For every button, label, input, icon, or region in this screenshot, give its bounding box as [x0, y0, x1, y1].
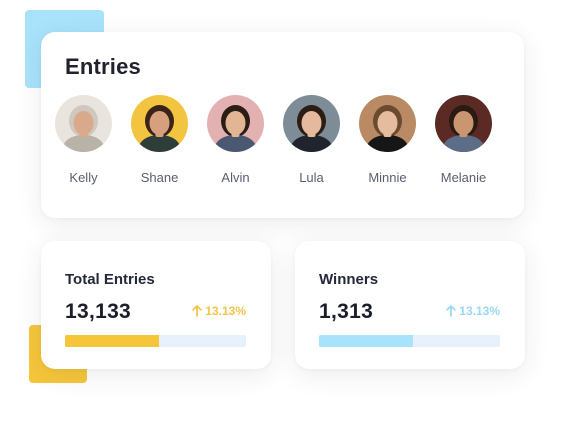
entry-person-name: Alvin — [221, 170, 250, 185]
winners-change: 13.13% — [446, 304, 500, 318]
entry-person-name: Lula — [299, 170, 324, 185]
entry-person-kelly[interactable]: Kelly — [54, 95, 113, 185]
total-entries-change-value: 13.13% — [205, 304, 246, 318]
man-night-city-avatar[interactable] — [435, 95, 492, 152]
entry-person-alvin[interactable]: Alvin — [206, 95, 265, 185]
entry-person-melanie[interactable]: Melanie — [434, 95, 493, 185]
man-suit-avatar[interactable] — [207, 95, 264, 152]
entry-person-name: Minnie — [368, 170, 407, 185]
total-entries-change: 13.13% — [192, 304, 246, 318]
entry-person-name: Kelly — [69, 170, 98, 185]
man-dark-suit-avatar[interactable] — [283, 95, 340, 152]
entries-title: Entries — [65, 54, 141, 79]
winners-progress-fill — [319, 335, 414, 347]
arrow-up-icon — [446, 305, 456, 317]
total-entries-progress-bar — [65, 335, 246, 347]
winners-change-value: 13.13% — [459, 304, 500, 318]
winners-card: Winners 1,313 13.13% — [295, 241, 525, 369]
entry-person-shane[interactable]: Shane — [130, 95, 189, 185]
entry-person-lula[interactable]: Lula — [282, 95, 341, 185]
winners-value: 1,313 — [319, 300, 374, 323]
winners-title: Winners — [319, 271, 379, 288]
total-entries-card: Total Entries 13,133 13.13% — [41, 241, 271, 369]
total-entries-value: 13,133 — [65, 300, 132, 323]
winners-progress-bar — [319, 335, 500, 347]
entries-card: Entries Kelly Shane Alvin Lula Minnie Melanie — [41, 32, 524, 218]
man-dark-shirt-avatar[interactable] — [359, 95, 416, 152]
total-entries-progress-fill — [65, 335, 160, 347]
woman-yellow-bg-avatar[interactable] — [131, 95, 188, 152]
entry-person-minnie[interactable]: Minnie — [358, 95, 417, 185]
entry-person-name: Shane — [140, 170, 179, 185]
entries-avatar-list: Kelly Shane Alvin Lula Minnie Melanie — [54, 95, 493, 185]
woman-hijab-avatar[interactable] — [55, 95, 112, 152]
arrow-up-icon — [192, 305, 202, 317]
total-entries-title: Total Entries — [65, 271, 155, 288]
entry-person-name: Melanie — [440, 170, 487, 185]
